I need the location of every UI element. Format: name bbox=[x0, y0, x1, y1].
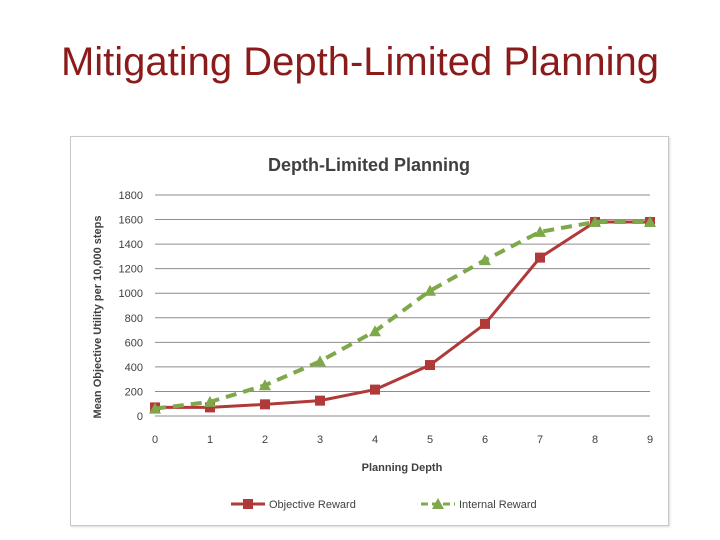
chart-container: Depth-Limited Planning 0 200 400 600 800 1000… bbox=[70, 136, 669, 526]
legend-item: Objective Reward bbox=[231, 499, 356, 511]
x-tick-label: 9 bbox=[647, 434, 653, 446]
data-point bbox=[479, 254, 491, 266]
data-point bbox=[314, 355, 326, 367]
y-tick-label: 1800 bbox=[119, 190, 143, 202]
y-tick-label: 1600 bbox=[119, 215, 143, 227]
data-point bbox=[259, 379, 271, 391]
series-line bbox=[154, 220, 650, 411]
x-tick-labels: 0 1 2 3 4 5 6 7 8 9 bbox=[152, 434, 653, 446]
slide-title: Mitigating Depth-Limited Planning bbox=[60, 40, 660, 84]
gridlines bbox=[155, 194, 650, 417]
y-tick-label: 1200 bbox=[119, 264, 143, 276]
data-point bbox=[315, 395, 325, 406]
chart-title: Depth-Limited Planning bbox=[268, 155, 470, 175]
x-tick-label: 0 bbox=[152, 434, 158, 446]
legend: Objective Reward Internal Reward bbox=[231, 498, 537, 511]
x-tick-label: 8 bbox=[592, 434, 598, 446]
y-tick-label: 400 bbox=[125, 362, 143, 374]
x-axis-title: Planning Depth bbox=[362, 462, 443, 474]
y-tick-labels: 0 200 400 600 800 1000 1200 1400 1600 1800 bbox=[119, 190, 143, 423]
data-point bbox=[644, 216, 656, 228]
data-point bbox=[204, 395, 216, 407]
series-0 bbox=[150, 217, 655, 413]
data-point bbox=[205, 402, 215, 413]
data-point bbox=[370, 384, 380, 395]
data-point bbox=[149, 402, 161, 414]
y-tick-label: 200 bbox=[125, 386, 143, 398]
x-tick-label: 7 bbox=[537, 434, 543, 446]
data-point bbox=[424, 284, 436, 296]
legend-marker bbox=[243, 499, 253, 509]
data-point bbox=[480, 318, 490, 329]
y-axis-title: Mean Objective Utility per 10,000 steps bbox=[92, 216, 104, 419]
x-tick-label: 4 bbox=[372, 434, 378, 446]
legend-label: Objective Reward bbox=[269, 499, 356, 511]
series-1 bbox=[149, 216, 656, 414]
data-point bbox=[535, 252, 545, 263]
legend-item: Internal Reward bbox=[421, 498, 537, 511]
x-tick-label: 2 bbox=[262, 434, 268, 446]
y-tick-label: 600 bbox=[125, 337, 143, 349]
data-point bbox=[589, 216, 601, 228]
data-point bbox=[369, 325, 381, 337]
series-line bbox=[155, 220, 650, 409]
x-tick-label: 1 bbox=[207, 434, 213, 446]
y-tick-label: 1400 bbox=[119, 239, 143, 251]
y-tick-label: 0 bbox=[137, 411, 143, 423]
legend-marker bbox=[432, 498, 444, 509]
series-layer bbox=[149, 216, 656, 414]
x-tick-label: 6 bbox=[482, 434, 488, 446]
x-tick-label: 5 bbox=[427, 434, 433, 446]
y-tick-label: 1000 bbox=[119, 288, 143, 300]
data-point bbox=[260, 399, 270, 410]
line-chart: Depth-Limited Planning 0 200 400 600 800 1000… bbox=[92, 155, 656, 511]
legend-label: Internal Reward bbox=[459, 499, 537, 511]
x-tick-label: 3 bbox=[317, 434, 323, 446]
y-tick-label: 800 bbox=[125, 313, 143, 325]
data-point bbox=[425, 360, 435, 371]
data-point bbox=[534, 225, 546, 237]
